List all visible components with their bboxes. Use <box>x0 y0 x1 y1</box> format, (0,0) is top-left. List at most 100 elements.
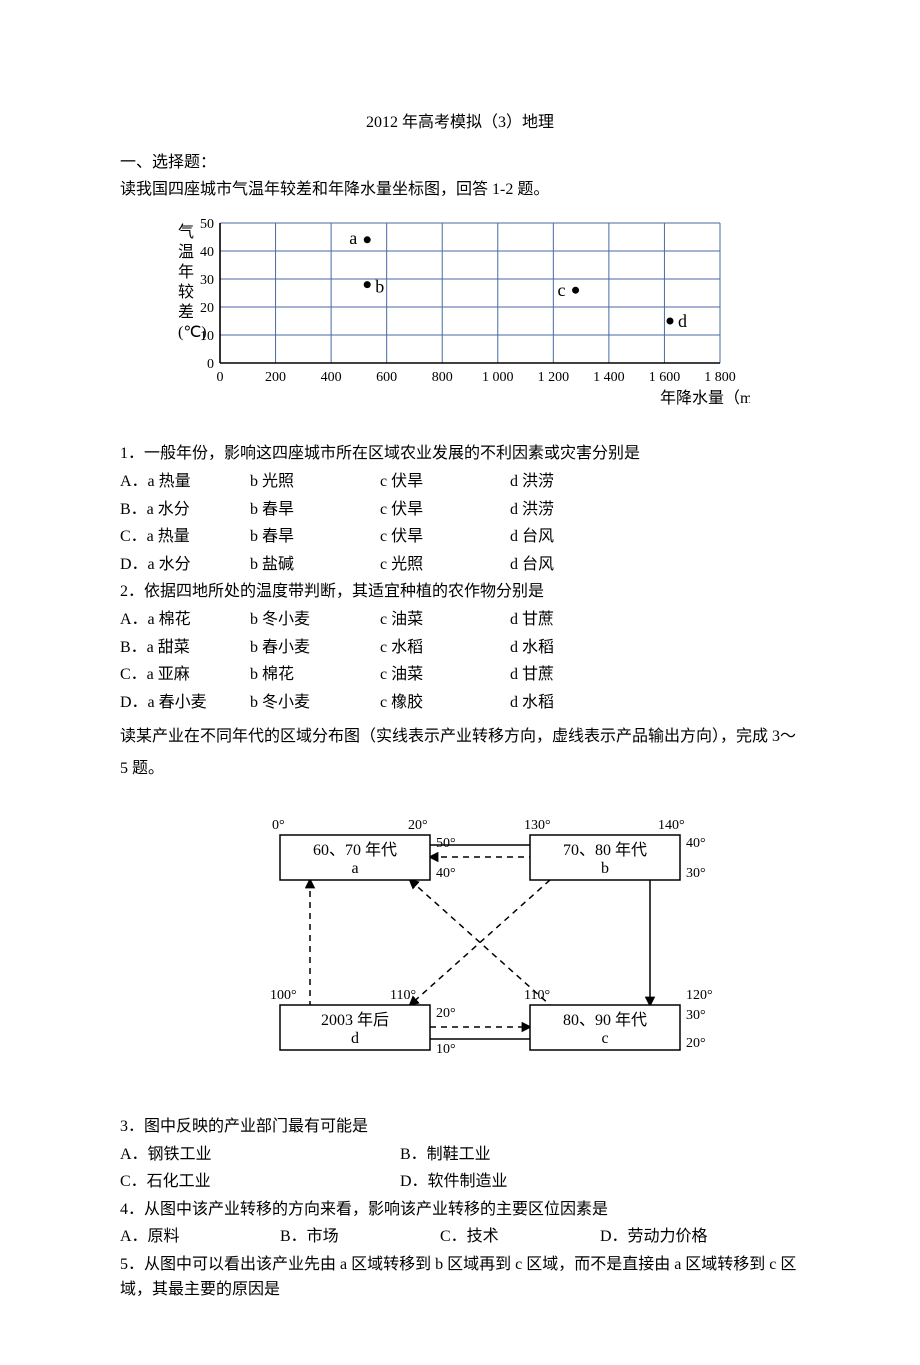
svg-text:c: c <box>601 1030 608 1047</box>
chart-cities: 02004006008001 0001 2001 4001 6001 80001… <box>160 213 800 432</box>
page: 2012 年高考模拟（3）地理 一、选择题： 读我国四座城市气温年较差和年降水量… <box>0 0 920 1365</box>
q1-B-b: b 春旱 <box>250 497 380 523</box>
q1-stem: 1．一般年份，影响这四座城市所在区域农业发展的不利因素或灾害分别是 <box>120 441 800 467</box>
intro-3-5: 读某产业在不同年代的区域分布图（实线表示产业转移方向，虚线表示产品输出方向），完… <box>120 721 800 785</box>
q2-opt-row: D．a 春小麦 b 冬小麦 c 橡胶 d 水稻 <box>120 690 800 716</box>
q4-A: A．原料 <box>120 1224 280 1250</box>
svg-text:400: 400 <box>321 370 342 385</box>
svg-text:0: 0 <box>217 370 224 385</box>
svg-text:80、90 年代: 80、90 年代 <box>563 1011 647 1029</box>
q2-B-a: B．a 甜菜 <box>120 635 250 661</box>
q1-A-c: c 伏旱 <box>380 469 510 495</box>
q1-C-a: C．a 热量 <box>120 524 250 550</box>
svg-text:气: 气 <box>178 223 194 241</box>
q1-D-d: d 台风 <box>510 552 640 578</box>
q4-C: C．技术 <box>440 1224 600 1250</box>
q1-A-d: d 洪涝 <box>510 469 640 495</box>
svg-text:d: d <box>678 311 687 331</box>
svg-text:120°: 120° <box>686 988 713 1003</box>
q2-C-d: d 甘蔗 <box>510 662 640 688</box>
q2-opt-row: C．a 亚麻 b 棉花 c 油菜 d 甘蔗 <box>120 662 800 688</box>
q1-opt-row: D．a 水分 b 盐碱 c 光照 d 台风 <box>120 552 800 578</box>
section-heading: 一、选择题： <box>120 150 800 176</box>
svg-text:b: b <box>375 276 384 296</box>
q4-opt-row: A．原料 B．市场 C．技术 D．劳动力价格 <box>120 1224 800 1250</box>
q2-D-a: D．a 春小麦 <box>120 690 250 716</box>
intro-1-2: 读我国四座城市气温年较差和年降水量坐标图，回答 1-2 题。 <box>120 177 800 203</box>
q2-A-b: b 冬小麦 <box>250 607 380 633</box>
q1-B-c: c 伏旱 <box>380 497 510 523</box>
q2-A-d: d 甘蔗 <box>510 607 640 633</box>
q1-C-b: b 春旱 <box>250 524 380 550</box>
q1-B-a: B．a 水分 <box>120 497 250 523</box>
q5-stem: 5．从图中可以看出该产业先由 a 区域转移到 b 区域再到 c 区域，而不是直接… <box>120 1252 800 1303</box>
q2-B-c: c 水稻 <box>380 635 510 661</box>
q2-C-b: b 棉花 <box>250 662 380 688</box>
svg-text:较: 较 <box>178 283 194 301</box>
q1-A-a: A．a 热量 <box>120 469 250 495</box>
svg-text:差: 差 <box>178 303 194 321</box>
diagram-industry-svg: 60、70 年代a0°20°50°40°70、80 年代b130°140°40°… <box>210 805 730 1075</box>
q3-opt-row: A．钢铁工业 B．制鞋工业 <box>120 1142 800 1168</box>
svg-text:800: 800 <box>432 370 453 385</box>
chart-cities-svg: 02004006008001 0001 2001 4001 6001 80001… <box>160 213 750 423</box>
svg-text:0: 0 <box>207 357 214 372</box>
q4-stem: 4．从图中该产业转移的方向来看，影响该产业转移的主要区位因素是 <box>120 1197 800 1223</box>
svg-text:1 000: 1 000 <box>482 370 514 385</box>
svg-text:30°: 30° <box>686 1008 706 1023</box>
svg-text:2003 年后: 2003 年后 <box>321 1011 389 1029</box>
q1-opt-row: C．a 热量 b 春旱 c 伏旱 d 台风 <box>120 524 800 550</box>
svg-text:200: 200 <box>265 370 286 385</box>
q3-A: A．钢铁工业 <box>120 1142 400 1168</box>
diagram-industry-transfer: 60、70 年代a0°20°50°40°70、80 年代b130°140°40°… <box>210 805 710 1084</box>
svg-text:50°: 50° <box>436 836 456 851</box>
q3-D: D．软件制造业 <box>400 1169 680 1195</box>
svg-text:110°: 110° <box>390 988 416 1003</box>
q1-D-a: D．a 水分 <box>120 552 250 578</box>
q2-D-b: b 冬小麦 <box>250 690 380 716</box>
q2-D-d: d 水稻 <box>510 690 640 716</box>
svg-text:1 200: 1 200 <box>538 370 570 385</box>
q1-D-c: c 光照 <box>380 552 510 578</box>
svg-text:年降水量（mm）: 年降水量（mm） <box>660 389 750 407</box>
svg-text:40°: 40° <box>686 836 706 851</box>
q1-C-c: c 伏旱 <box>380 524 510 550</box>
q1-B-d: d 洪涝 <box>510 497 640 523</box>
svg-text:20°: 20° <box>686 1036 706 1051</box>
q3-B: B．制鞋工业 <box>400 1142 680 1168</box>
q1-opt-row: A．a 热量 b 光照 c 伏旱 d 洪涝 <box>120 469 800 495</box>
svg-text:70、80 年代: 70、80 年代 <box>563 841 647 859</box>
svg-text:30: 30 <box>200 273 214 288</box>
q2-opt-row: B．a 甜菜 b 春小麦 c 水稻 d 水稻 <box>120 635 800 661</box>
svg-text:a: a <box>349 228 357 248</box>
svg-text:20°: 20° <box>408 818 428 833</box>
svg-text:140°: 140° <box>658 818 685 833</box>
svg-text:(℃): (℃) <box>178 324 207 341</box>
svg-text:30°: 30° <box>686 866 706 881</box>
svg-text:110°: 110° <box>524 988 550 1003</box>
svg-text:50: 50 <box>200 217 214 232</box>
q2-C-a: C．a 亚麻 <box>120 662 250 688</box>
q2-A-c: c 油菜 <box>380 607 510 633</box>
q2-A-a: A．a 棉花 <box>120 607 250 633</box>
svg-text:20: 20 <box>200 301 214 316</box>
svg-text:60、70 年代: 60、70 年代 <box>313 841 397 859</box>
q3-opt-row: C．石化工业 D．软件制造业 <box>120 1169 800 1195</box>
page-title: 2012 年高考模拟（3）地理 <box>120 110 800 136</box>
q1-D-b: b 盐碱 <box>250 552 380 578</box>
svg-text:a: a <box>351 860 358 877</box>
svg-text:0°: 0° <box>272 818 285 833</box>
svg-text:1 600: 1 600 <box>649 370 681 385</box>
svg-text:40: 40 <box>200 245 214 260</box>
q1-C-d: d 台风 <box>510 524 640 550</box>
svg-text:1 800: 1 800 <box>704 370 736 385</box>
q2-D-c: c 橡胶 <box>380 690 510 716</box>
svg-text:温: 温 <box>178 243 194 261</box>
q2-C-c: c 油菜 <box>380 662 510 688</box>
q4-D: D．劳动力价格 <box>600 1224 760 1250</box>
q2-B-b: b 春小麦 <box>250 635 380 661</box>
svg-text:c: c <box>558 280 566 300</box>
q1-opt-row: B．a 水分 b 春旱 c 伏旱 d 洪涝 <box>120 497 800 523</box>
svg-text:1 400: 1 400 <box>593 370 625 385</box>
q2-opt-row: A．a 棉花 b 冬小麦 c 油菜 d 甘蔗 <box>120 607 800 633</box>
